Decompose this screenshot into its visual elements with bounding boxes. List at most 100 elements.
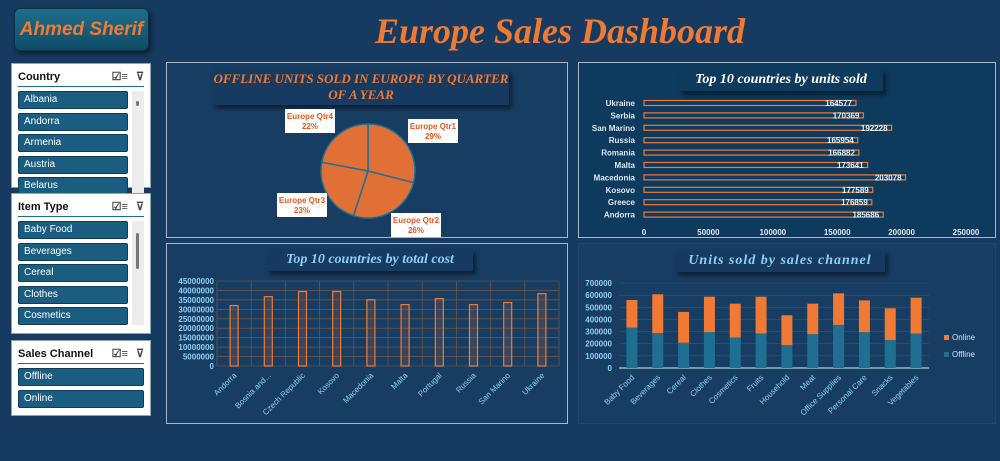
data-label-value: 29% bbox=[425, 132, 441, 141]
y-tick-label: 25000000 bbox=[178, 315, 214, 324]
bar-online bbox=[910, 297, 922, 334]
bar-online bbox=[626, 300, 638, 328]
data-label-category: Europe Qtr2 bbox=[393, 216, 440, 225]
pie-slice bbox=[352, 170, 415, 219]
pie-slice bbox=[320, 161, 369, 217]
slicer-item[interactable]: Austria bbox=[18, 155, 128, 174]
clear-filter-icon[interactable]: ⊽ bbox=[135, 201, 144, 213]
slicer-item[interactable]: Cosmetics bbox=[18, 307, 128, 325]
x-tick-label: Kosovo bbox=[316, 371, 342, 397]
x-tick-label: Ukraine bbox=[520, 371, 546, 397]
x-tick-label: San Marino bbox=[477, 371, 513, 407]
legend-swatch bbox=[944, 335, 949, 340]
multi-select-icon[interactable]: ☑≡ bbox=[111, 348, 128, 360]
slicer-item[interactable]: Albania bbox=[18, 91, 128, 109]
x-tick-label: 250000 bbox=[953, 228, 980, 237]
legend-swatch bbox=[944, 352, 949, 357]
bar-offline bbox=[807, 334, 819, 368]
y-tick-label: 10000000 bbox=[178, 343, 214, 352]
item-type-slicer: Item Type ☑≡ ⊽ Baby Food Beverages Cereal Cl… bbox=[11, 193, 151, 334]
y-tick-label: Macedonia bbox=[594, 173, 636, 182]
bar bbox=[643, 199, 873, 206]
slicer-item[interactable]: Armenia bbox=[18, 134, 128, 153]
bar-online bbox=[884, 308, 896, 341]
bar-offline bbox=[755, 333, 767, 368]
data-label-value: 22% bbox=[302, 122, 318, 131]
channel-chart-panel: Units sold by sales channel 0 100000 20000… bbox=[578, 243, 996, 424]
multi-select-icon[interactable]: ☑≡ bbox=[111, 201, 128, 213]
bar-offline bbox=[652, 333, 664, 368]
slicer-item[interactable]: Cereal bbox=[18, 264, 128, 283]
data-label: 185686 bbox=[852, 211, 879, 220]
x-tick-label: Clothes bbox=[688, 373, 714, 399]
bar bbox=[643, 112, 865, 119]
bar bbox=[468, 304, 479, 367]
bar-offline bbox=[910, 333, 922, 368]
scrollbar[interactable] bbox=[132, 221, 144, 325]
slicer-item[interactable]: Baby Food bbox=[18, 221, 128, 239]
bar-offline bbox=[729, 337, 741, 368]
multi-select-icon[interactable]: ☑≡ bbox=[111, 71, 128, 83]
x-tick-label: 200000 bbox=[888, 228, 915, 237]
y-tick-label: Russia bbox=[609, 136, 636, 145]
data-label-value: 26% bbox=[408, 226, 424, 235]
y-tick-label: 35000000 bbox=[178, 296, 214, 305]
data-label: 170369 bbox=[833, 111, 860, 120]
y-tick-label: San Marino bbox=[592, 124, 635, 133]
x-tick-label: 100000 bbox=[759, 228, 786, 237]
slicer-item[interactable]: Offline bbox=[18, 368, 144, 386]
slicer-item[interactable]: Beverages bbox=[18, 242, 128, 261]
data-label: 177589 bbox=[842, 186, 869, 195]
bar-online bbox=[678, 311, 690, 343]
bar bbox=[434, 297, 444, 367]
legend-label: Offline bbox=[952, 350, 976, 359]
x-tick-label: 50000 bbox=[697, 228, 720, 237]
author-button[interactable]: Ahmed Sherif bbox=[14, 8, 149, 51]
bar-offline bbox=[678, 342, 690, 368]
slicer-title: Country bbox=[18, 70, 61, 83]
y-tick-label: 500000 bbox=[585, 303, 612, 312]
bar-online bbox=[858, 300, 870, 333]
data-label: 192228 bbox=[861, 124, 888, 133]
y-tick-label: 15000000 bbox=[178, 334, 214, 343]
bar bbox=[366, 299, 376, 367]
bar bbox=[643, 99, 857, 107]
data-label-box bbox=[285, 109, 335, 133]
x-tick-label: Fruits bbox=[745, 373, 766, 394]
y-tick-label: 700000 bbox=[585, 279, 612, 288]
data-label: 203078 bbox=[875, 173, 902, 182]
bar bbox=[537, 293, 547, 367]
y-tick-label: 100000 bbox=[585, 352, 612, 361]
slicer-item[interactable]: Andorra bbox=[18, 112, 128, 131]
bar-online bbox=[652, 294, 664, 334]
units-chart-panel: Top 10 countries by units sold Ukraine 16… bbox=[578, 62, 996, 238]
y-tick-label: 600000 bbox=[585, 291, 612, 300]
chart-title: Units sold by sales channel bbox=[675, 250, 885, 272]
sales-channel-slicer: Sales Channel ☑≡ ⊽ Offline Online bbox=[11, 340, 151, 416]
x-tick-label: Portugal bbox=[416, 371, 444, 399]
bar-offline bbox=[884, 340, 896, 368]
y-tick-label: Kosovo bbox=[606, 186, 635, 195]
bar-online bbox=[703, 296, 715, 333]
page-title: Europe Sales Dashboard bbox=[374, 11, 746, 51]
bar-online bbox=[781, 315, 793, 346]
y-tick-label: Greece bbox=[608, 198, 636, 207]
data-label-box bbox=[408, 119, 458, 143]
data-label-value: 23% bbox=[294, 206, 310, 215]
clear-filter-icon[interactable]: ⊽ bbox=[135, 348, 144, 360]
bar bbox=[643, 137, 859, 144]
x-tick-label: Snacks bbox=[870, 373, 895, 398]
x-tick-label: Cereal bbox=[665, 373, 688, 396]
chart-title: Top 10 countries by units sold bbox=[679, 69, 883, 91]
data-label-category: Europe Qtr1 bbox=[410, 122, 457, 131]
x-tick-label: 150000 bbox=[824, 228, 851, 237]
slicer-item[interactable]: Clothes bbox=[18, 285, 128, 304]
scrollbar[interactable] bbox=[132, 91, 144, 199]
country-slicer: Country ☑≡ ⊽ Albania Andorra Armenia Austria… bbox=[11, 63, 151, 199]
y-tick-label: Andorra bbox=[604, 211, 636, 220]
y-tick-label: 5000000 bbox=[183, 353, 215, 362]
slicer-item[interactable]: Online bbox=[18, 389, 144, 408]
bar bbox=[643, 211, 884, 218]
data-label-category: Europe Qtr3 bbox=[279, 196, 326, 205]
clear-filter-icon[interactable]: ⊽ bbox=[135, 71, 144, 83]
